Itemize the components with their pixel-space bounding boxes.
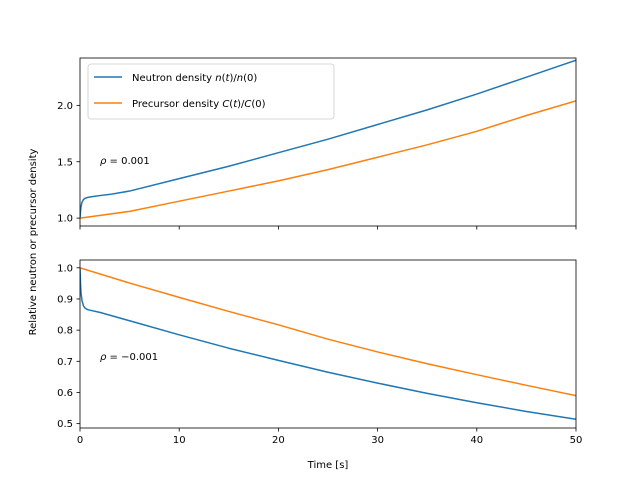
bottom-y-tick-label-4: 0.9: [57, 295, 73, 306]
bottom-y-tick-label-1: 0.6: [57, 388, 73, 399]
x-tick-label-50: 50: [570, 435, 583, 446]
legend-entry-precursor: Precursor density C(t)/C(0): [132, 99, 266, 110]
x-axis-label: Time [s]: [307, 460, 349, 471]
bottom-rho-annotation: ρ = −0.001: [100, 352, 158, 363]
top-rho-eq: =: [110, 156, 122, 167]
bottom-y-tick-label-2: 0.7: [57, 357, 73, 368]
top-series-layer: [80, 59, 576, 219]
legend-precursor-prefix: Precursor density: [132, 99, 222, 110]
top-series-line-precursor: [80, 100, 576, 219]
legend: Neutron density n(t)/n(0) Precursor dens…: [87, 63, 335, 120]
legend-precursor-t: t: [233, 99, 238, 110]
top-y-tick-label-0: 1.0: [57, 214, 73, 225]
top-rho-value: 0.001: [121, 156, 150, 167]
legend-neutron-close-1: )/: [229, 73, 237, 84]
legend-neutron-open-1: (: [222, 73, 226, 84]
bottom-y-tick-label-5: 1.0: [57, 263, 73, 274]
top-y-tick-label-2: 2.0: [57, 101, 73, 112]
top-rho-symbol: ρ: [100, 156, 107, 167]
bottom-rho-symbol: ρ: [100, 352, 107, 363]
legend-precursor-var-2: C: [244, 99, 251, 110]
bottom-series-line-precursor: [80, 267, 576, 397]
bottom-rho-value: −0.001: [121, 352, 158, 363]
legend-precursor-zero: (0): [251, 99, 265, 110]
x-tick-label-0: 0: [77, 435, 83, 446]
x-tick-label-40: 40: [470, 435, 483, 446]
legend-precursor-close-1: )/: [237, 99, 245, 110]
bottom-rho-eq: =: [110, 352, 122, 363]
bottom-y-tick-label-3: 0.8: [57, 326, 73, 337]
top-y-tick-label-1: 1.5: [57, 157, 73, 168]
legend-neutron-var-1: n: [215, 73, 221, 84]
top-rho-annotation: ρ = 0.001: [100, 156, 150, 167]
x-tick-label-10: 10: [173, 435, 186, 446]
bottom-axes-frame: [79, 259, 577, 429]
legend-neutron-prefix: Neutron density: [132, 73, 215, 84]
legend-entry-neutron: Neutron density n(t)/n(0): [132, 73, 257, 84]
legend-neutron-t: t: [226, 73, 231, 84]
bottom-y-tick-label-0: 0.5: [57, 419, 73, 430]
x-tick-label-20: 20: [272, 435, 285, 446]
bottom-series-line-neutron: [80, 267, 576, 421]
legend-neutron-zero: (0): [243, 73, 257, 84]
y-axis-label: Relative neutron or precursor density: [28, 149, 39, 336]
legend-neutron-var-2: n: [237, 73, 243, 84]
top-ticks: 1.0 1.5 2.0: [57, 101, 577, 230]
legend-precursor-var-1: C: [222, 99, 229, 110]
x-tick-label-30: 30: [371, 435, 384, 446]
top-series-line-neutron: [80, 59, 576, 219]
top-axes-frame: [79, 57, 577, 227]
panel-top: 1.01.52.0 ρ = 0.001 Neutron density n(t)…: [57, 57, 577, 230]
legend-precursor-open-1: (: [229, 99, 233, 110]
bottom-series-layer: [80, 267, 576, 421]
legend-box: [87, 63, 335, 120]
bottom-ticks: 0 10 20 30 40 50 0.5 0.6 0.7 0.8 0.9 1.0: [57, 263, 582, 446]
panel-bottom: 0 10 20 30 40 50 0.5 0.6 0.7 0.8 0.9 1.0 ρ = −0.001: [57, 259, 582, 446]
